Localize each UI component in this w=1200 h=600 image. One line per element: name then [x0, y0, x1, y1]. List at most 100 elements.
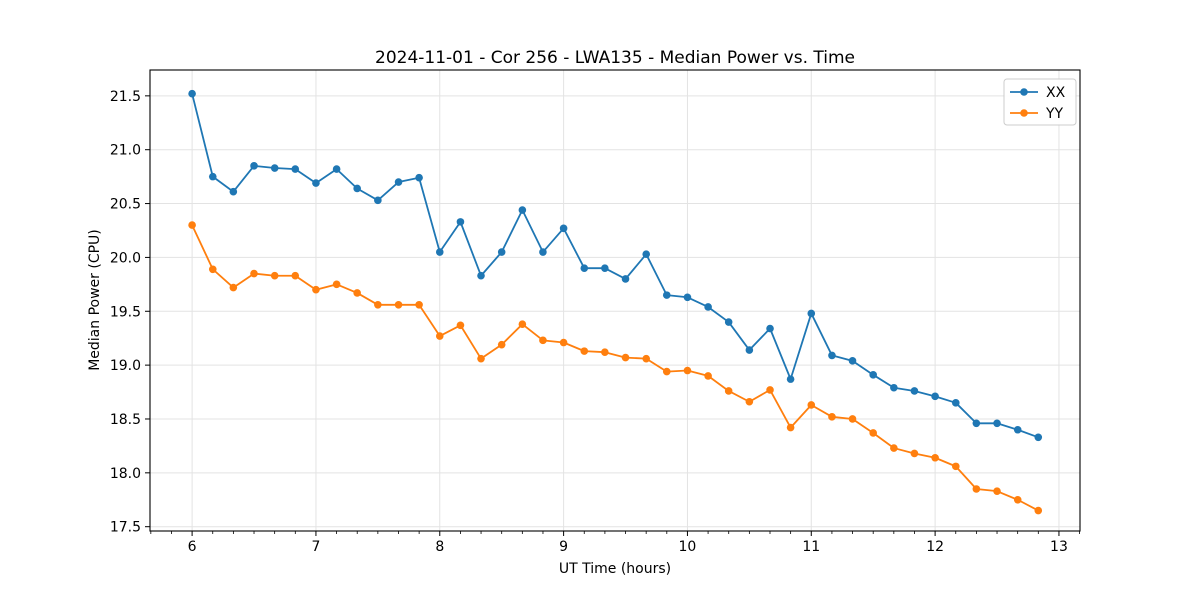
data-point — [993, 419, 1001, 428]
data-point — [724, 318, 733, 326]
data-point — [704, 372, 712, 380]
data-point — [766, 324, 774, 333]
y-tick-label: 17.5 — [110, 520, 141, 536]
data-point — [477, 271, 485, 280]
data-point — [291, 271, 300, 280]
data-point — [766, 386, 774, 394]
legend-label: YY — [1045, 106, 1064, 122]
series-yy — [188, 221, 1043, 515]
legend-item-xx: XX — [1010, 85, 1066, 101]
x-tick-label: 6 — [188, 539, 197, 555]
data-point — [353, 289, 361, 297]
data-point — [642, 250, 651, 258]
legend-marker — [1020, 88, 1028, 96]
data-point — [456, 321, 465, 330]
data-point — [910, 449, 919, 458]
data-point — [786, 375, 795, 383]
data-point — [931, 453, 939, 462]
data-point — [229, 187, 238, 196]
data-point — [559, 224, 568, 233]
data-point — [188, 221, 196, 229]
data-point — [869, 429, 877, 437]
data-point — [518, 320, 527, 328]
data-point — [394, 301, 403, 309]
data-point — [580, 347, 589, 355]
data-series-layer — [188, 89, 1043, 515]
data-point — [1034, 506, 1043, 515]
data-point — [869, 371, 877, 379]
x-tick-label: 11 — [802, 539, 820, 555]
y-tick-label: 21.0 — [110, 143, 141, 159]
data-point — [1034, 433, 1043, 442]
x-tick-label: 9 — [559, 539, 568, 555]
data-point — [270, 271, 279, 280]
data-point — [497, 248, 506, 256]
data-point — [601, 264, 609, 272]
data-point — [435, 332, 444, 340]
data-point — [890, 383, 898, 392]
data-point — [332, 280, 341, 289]
data-point — [1013, 495, 1022, 504]
data-point — [642, 354, 651, 363]
series-line — [191, 93, 1039, 439]
data-point — [993, 487, 1001, 495]
x-tick-label: 10 — [679, 539, 697, 555]
data-point — [683, 366, 692, 375]
data-point — [662, 291, 671, 299]
series-line — [191, 224, 1039, 512]
data-point — [415, 173, 423, 182]
data-point — [972, 419, 981, 428]
legend-item-yy: YY — [1010, 106, 1064, 122]
x-tick-label: 7 — [311, 539, 320, 555]
y-tick-label: 19.0 — [110, 358, 141, 374]
data-point — [539, 248, 547, 256]
data-point — [559, 338, 568, 347]
data-point — [353, 184, 361, 193]
data-point — [580, 264, 589, 272]
data-point — [374, 196, 382, 205]
data-point — [951, 399, 960, 407]
x-tick-label: 8 — [435, 539, 444, 555]
plot-border — [149, 69, 1081, 532]
data-point — [601, 348, 609, 357]
x-tick-label: 12 — [926, 539, 944, 555]
data-point — [972, 485, 981, 493]
data-point — [848, 415, 857, 423]
legend-label: XX — [1046, 85, 1066, 101]
data-point — [704, 303, 712, 311]
data-point — [683, 293, 692, 302]
data-point — [1013, 425, 1022, 434]
axis-ticks: 6 7 8 9 10 11 12 13 17.5 18.0 18.5 19.0 19.5 20.0 20.5… — [110, 89, 1080, 555]
data-point — [890, 444, 898, 452]
data-point — [250, 269, 258, 278]
y-tick-label: 20.5 — [110, 197, 141, 213]
y-tick-label: 18.5 — [110, 412, 141, 428]
data-point — [477, 354, 485, 363]
y-tick-label: 20.0 — [110, 250, 141, 266]
y-axis-label: Median Power (CPU) — [87, 229, 103, 371]
data-point — [208, 265, 217, 274]
data-point — [621, 275, 630, 283]
data-point — [229, 283, 238, 292]
gridlines — [150, 70, 1080, 531]
data-point — [188, 89, 196, 98]
data-point — [786, 423, 795, 432]
x-axis-label: UT Time (hours) — [559, 561, 671, 577]
y-tick-label: 19.5 — [110, 304, 141, 320]
data-point — [848, 357, 857, 365]
series-xx — [188, 89, 1043, 442]
data-point — [828, 413, 836, 421]
data-point — [394, 178, 403, 186]
data-point — [745, 346, 754, 354]
legend-marker — [1020, 109, 1028, 117]
data-point — [332, 165, 341, 173]
legend: XX YY — [1003, 78, 1077, 126]
data-point — [374, 301, 382, 309]
chart-title: 2024-11-01 - Cor 256 - LWA135 - Median P… — [375, 48, 855, 68]
data-point — [456, 218, 465, 226]
data-point — [539, 336, 547, 345]
data-point — [435, 248, 444, 256]
data-point — [312, 179, 320, 187]
data-point — [497, 340, 506, 349]
